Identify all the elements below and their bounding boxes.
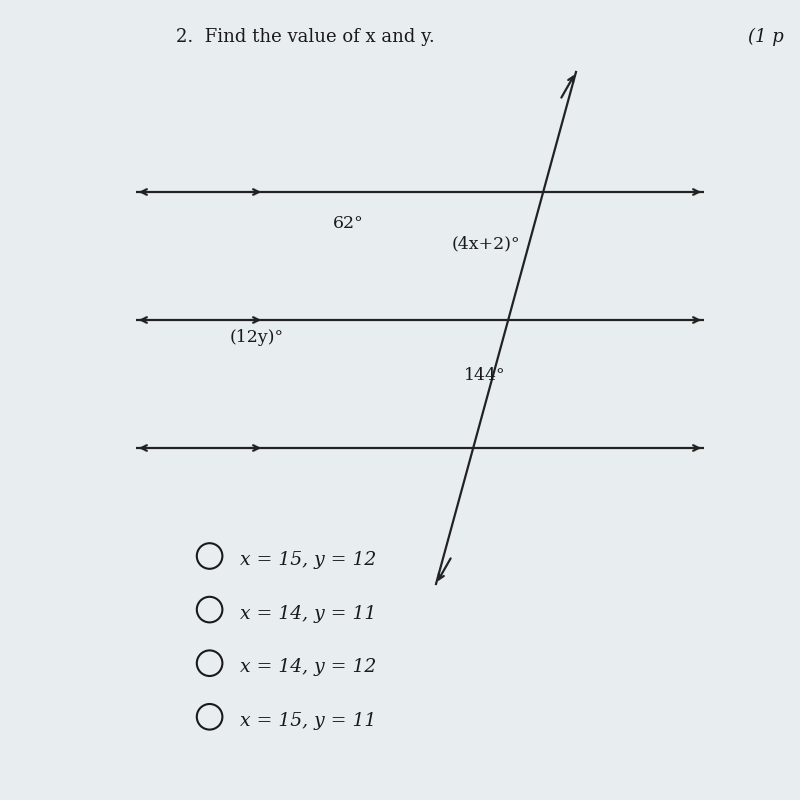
Text: x = 14, y = 11: x = 14, y = 11 [240, 605, 376, 622]
Text: 62°: 62° [334, 215, 364, 233]
Text: 2.  Find the value of x and y.: 2. Find the value of x and y. [176, 28, 434, 46]
Text: (1 p: (1 p [748, 28, 784, 46]
Text: (4x+2)°: (4x+2)° [452, 235, 521, 253]
Text: x = 14, y = 12: x = 14, y = 12 [240, 658, 376, 676]
Text: x = 15, y = 12: x = 15, y = 12 [240, 551, 376, 569]
Text: x = 15, y = 11: x = 15, y = 11 [240, 712, 376, 730]
Text: 144°: 144° [464, 367, 506, 385]
Text: (12y)°: (12y)° [230, 329, 284, 346]
